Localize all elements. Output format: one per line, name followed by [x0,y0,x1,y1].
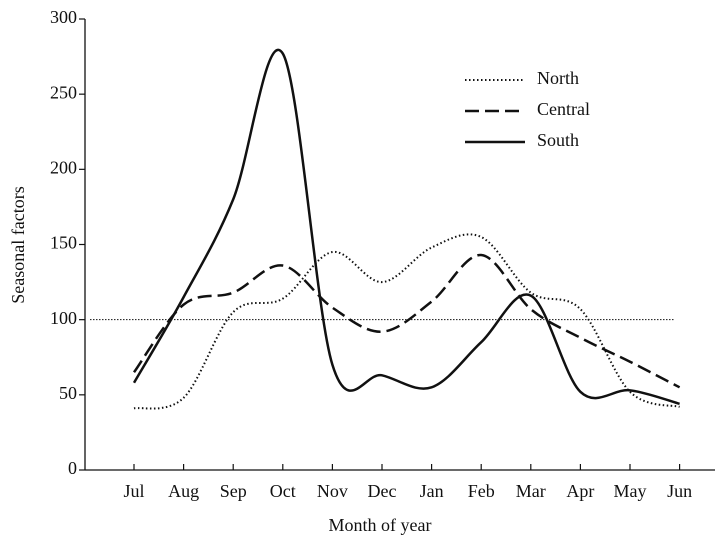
line-series [132,48,680,406]
y-tick-label: 150 [50,233,77,253]
x-tick-label: Sep [220,481,247,501]
y-tick-label: 250 [50,82,77,102]
x-tick-label: Dec [368,481,397,501]
legend-label: South [537,130,579,150]
x-tick-label: May [614,481,647,501]
y-tick-label: 0 [68,458,77,478]
x-tick-label: Jul [123,481,144,501]
x-tick-label: Jan [420,481,444,501]
y-tick-label: 100 [50,308,77,328]
x-tick-label: Apr [566,481,594,501]
x-tick-label: Feb [468,481,495,501]
legend-label: Central [537,99,590,119]
y-axis-label: Seasonal factors [8,186,28,303]
line-series [133,233,680,410]
line-series [132,253,681,389]
x-tick-label: Mar [516,481,546,501]
legend-label: North [537,68,579,88]
x-tick-label: Aug [168,481,199,501]
x-tick-label: Nov [317,481,348,501]
y-tick-label: 200 [50,157,77,177]
y-tick-label: 50 [59,383,77,403]
y-tick-label: 300 [50,7,77,27]
x-axis-label: Month of year [329,515,432,535]
x-tick-label: Jun [667,481,692,501]
x-tick-label: Oct [270,481,296,501]
